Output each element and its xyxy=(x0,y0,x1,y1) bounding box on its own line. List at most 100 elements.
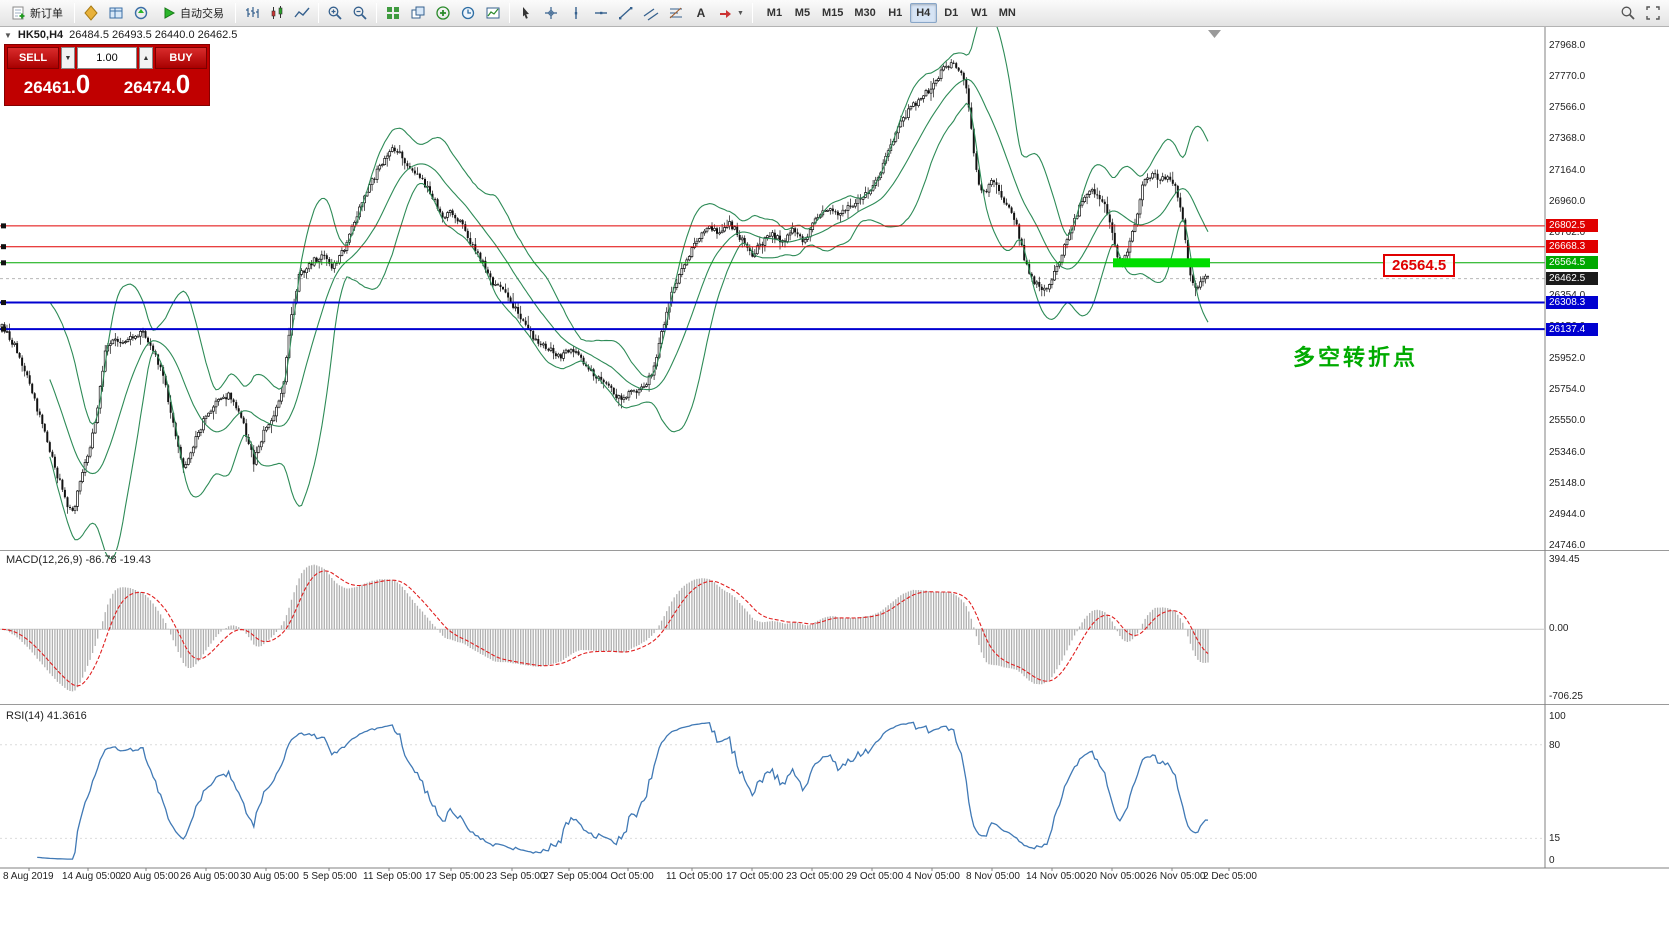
time-axis-label: 20 Nov 05:00 xyxy=(1086,871,1146,882)
periods-button[interactable] xyxy=(456,2,480,24)
candlestick-mode-button[interactable] xyxy=(265,2,289,24)
sell-price-main: 26461. xyxy=(23,78,76,97)
zoom-in-button[interactable] xyxy=(323,2,347,24)
autotrading-play-icon xyxy=(164,7,176,19)
time-axis-label: 14 Nov 05:00 xyxy=(1026,871,1086,882)
profiles-icon xyxy=(134,6,148,20)
toolbar-separator xyxy=(509,3,510,23)
time-axis-label: 23 Sep 05:00 xyxy=(486,871,546,882)
macd-axis-zero-label: 0.00 xyxy=(1549,623,1569,635)
zoom-out-button[interactable] xyxy=(348,2,372,24)
price-axis-tick: 27770.0 xyxy=(1549,70,1586,82)
time-axis-label: 26 Aug 05:00 xyxy=(180,871,239,882)
zoom-in-icon xyxy=(328,6,342,20)
price-axis-tick: 25550.0 xyxy=(1549,415,1586,427)
price-axis-tick: 27566.0 xyxy=(1549,102,1586,114)
volume-increase-button[interactable]: ▲ xyxy=(139,47,153,69)
buy-price-main: 26474. xyxy=(123,78,176,97)
time-axis-label: 27 Sep 05:00 xyxy=(543,871,603,882)
toolbar-right-group xyxy=(1616,2,1665,24)
price-line-label[interactable]: 26564.5 xyxy=(1546,256,1598,270)
time-axis-label: 17 Sep 05:00 xyxy=(425,871,485,882)
chevron-down-icon: ▼ xyxy=(737,9,744,17)
price-axis-tick: 25346.0 xyxy=(1549,446,1586,458)
sell-button[interactable]: SELL xyxy=(7,47,59,69)
trendline-tool-button[interactable] xyxy=(614,2,638,24)
clock-icon xyxy=(461,6,475,20)
arrange-windows-button[interactable] xyxy=(406,2,430,24)
price-axis-tick: 25952.0 xyxy=(1549,352,1586,364)
new-order-icon xyxy=(12,6,25,20)
indicators-button[interactable] xyxy=(431,2,455,24)
timeframe-button-h1[interactable]: H1 xyxy=(882,3,909,23)
cursor-tool-button[interactable] xyxy=(514,2,538,24)
data-window-button[interactable] xyxy=(104,2,128,24)
arrows-tool-button[interactable]: ▼ xyxy=(714,2,748,24)
autotrading-button[interactable]: 自动交易 xyxy=(154,2,231,24)
search-icon xyxy=(1621,6,1635,20)
timeframe-button-m30[interactable]: M30 xyxy=(849,3,880,23)
price-axis-tick: 26960.0 xyxy=(1549,196,1586,208)
timeframe-button-m15[interactable]: M15 xyxy=(817,3,848,23)
arrange-windows-icon xyxy=(411,6,425,19)
buy-button[interactable]: BUY xyxy=(155,47,207,69)
price-line-label[interactable]: 26308.3 xyxy=(1546,296,1598,310)
trendline-icon xyxy=(619,7,633,20)
bar-chart-mode-button[interactable] xyxy=(240,2,264,24)
arrow-shape-icon xyxy=(720,10,731,18)
chart-info-bar: ▼ HK50,H4 26484.5 26493.5 26440.0 26462.… xyxy=(4,29,237,41)
rsi-label: RSI(14) 41.3616 xyxy=(6,710,87,722)
sell-price[interactable]: 26461.0 xyxy=(7,69,107,103)
time-axis-label: 17 Oct 05:00 xyxy=(726,871,784,882)
price-axis-tick: 26762.0 xyxy=(1549,227,1586,239)
fibonacci-tool-button[interactable] xyxy=(664,2,688,24)
price-line-label[interactable]: 26802.5 xyxy=(1546,219,1598,233)
price-callout[interactable]: 26564.5 xyxy=(1383,254,1456,277)
template-chart-icon xyxy=(486,7,500,19)
timeframe-button-m5[interactable]: M5 xyxy=(789,3,816,23)
tile-windows-button[interactable] xyxy=(381,2,405,24)
expand-button[interactable] xyxy=(1641,2,1665,24)
rsi-axis-tick: 0 xyxy=(1549,855,1555,866)
new-order-button[interactable]: 新订单 xyxy=(4,2,70,24)
templates-button[interactable] xyxy=(481,2,505,24)
buy-price[interactable]: 26474.0 xyxy=(107,69,207,103)
macd-label: MACD(12,26,9) -86.78 -19.43 xyxy=(6,554,151,566)
price-axis-tick: 26354.0 xyxy=(1549,290,1585,301)
vertical-line-tool-button[interactable] xyxy=(564,2,588,24)
time-axis-label: 11 Sep 05:00 xyxy=(363,871,422,882)
search-button[interactable] xyxy=(1616,2,1640,24)
price-axis-tick: 25754.0 xyxy=(1549,383,1586,395)
crosshair-tool-button[interactable] xyxy=(539,2,563,24)
timeframe-button-w1[interactable]: W1 xyxy=(966,3,993,23)
price-axis-tick: 24746.0 xyxy=(1549,540,1586,551)
market-watch-button[interactable] xyxy=(79,2,103,24)
text-tool-button[interactable]: A xyxy=(689,2,713,24)
toolbar-separator xyxy=(376,3,377,23)
timeframe-button-m1[interactable]: M1 xyxy=(761,3,788,23)
horizontal-line-tool-button[interactable] xyxy=(589,2,613,24)
time-axis-label: 4 Nov 05:00 xyxy=(906,871,960,882)
one-click-toggle-icon[interactable]: ▼ xyxy=(4,30,12,40)
timeframe-button-mn[interactable]: MN xyxy=(994,3,1021,23)
price-line-label[interactable]: 26668.3 xyxy=(1546,240,1598,254)
toolbar: 新订单 自动交易 xyxy=(0,0,1669,27)
profiles-button[interactable] xyxy=(129,2,153,24)
time-axis-label: 5 Sep 05:00 xyxy=(303,871,357,882)
timeframe-button-d1[interactable]: D1 xyxy=(938,3,965,23)
volume-input[interactable] xyxy=(77,47,137,69)
toolbar-separator xyxy=(74,3,75,23)
cursor-icon xyxy=(523,7,529,19)
macd-axis-max-label: 394.45 xyxy=(1549,554,1580,565)
channel-tool-button[interactable] xyxy=(639,2,663,24)
price-axis-tick: 24944.0 xyxy=(1549,509,1586,521)
line-chart-mode-button[interactable] xyxy=(290,2,314,24)
timeframe-button-h4[interactable]: H4 xyxy=(909,3,937,23)
chart-annotation[interactable]: 多空转折点 xyxy=(1293,345,1419,370)
volume-decrease-button[interactable]: ▼ xyxy=(61,47,75,69)
toolbar-separator xyxy=(318,3,319,23)
price-line-label[interactable]: 26137.4 xyxy=(1546,322,1598,336)
timeframe-toolbar: M1 M5 M15 M30 H1 H4 D1 W1 MN xyxy=(761,3,1021,23)
